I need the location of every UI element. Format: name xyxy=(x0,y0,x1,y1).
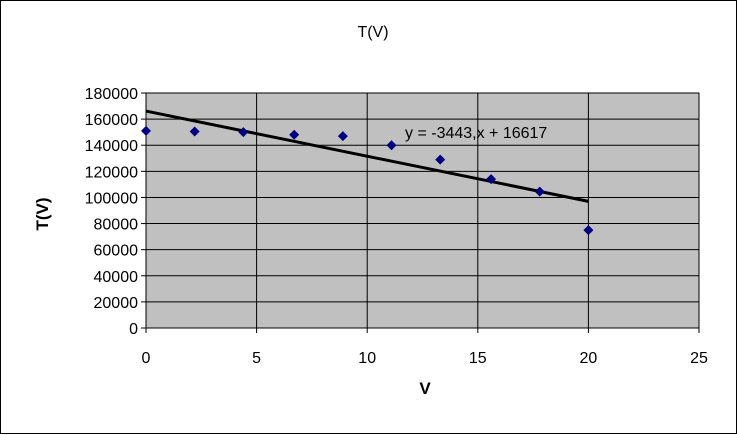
y-tick-labels: 0 20000 40000 60000 80000 100000 120000 140000 1… xyxy=(85,86,138,338)
y-tick-label: 60000 xyxy=(94,243,139,260)
y-tick-label: 100000 xyxy=(85,190,138,207)
data-point xyxy=(238,127,249,138)
data-point xyxy=(386,140,397,151)
y-tick-label: 0 xyxy=(129,321,138,338)
data-point xyxy=(141,125,151,136)
trendline-equation: y = -3443,x + 16617 xyxy=(405,125,547,142)
x-tick-label: 20 xyxy=(580,350,598,367)
chart-title: T(V) xyxy=(357,24,388,41)
y-tick-label: 20000 xyxy=(94,295,139,312)
y-tick-label: 80000 xyxy=(94,217,139,234)
data-point xyxy=(583,225,594,236)
y-tick-label: 120000 xyxy=(85,164,138,181)
x-tick-label: 5 xyxy=(252,350,261,367)
y-tick-label: 160000 xyxy=(85,112,138,129)
y-axis-title: T(V) xyxy=(33,197,52,230)
data-point xyxy=(189,126,200,137)
x-axis-title: V xyxy=(419,379,431,398)
y-tick-label: 140000 xyxy=(85,138,138,155)
data-points xyxy=(141,125,594,236)
x-tick-label: 15 xyxy=(469,350,487,367)
y-tick-label: 180000 xyxy=(85,86,138,103)
plot-area xyxy=(145,92,700,329)
y-tick-label: 40000 xyxy=(94,269,139,286)
data-point xyxy=(289,129,300,140)
x-tick-label: 25 xyxy=(690,350,708,367)
data-point xyxy=(435,154,446,165)
data-point xyxy=(534,186,545,197)
x-tick-labels: 0 5 10 15 20 25 xyxy=(142,350,708,367)
x-tick-label: 0 xyxy=(142,350,151,367)
trendline xyxy=(145,109,589,203)
x-tick-label: 10 xyxy=(358,350,376,367)
data-point xyxy=(486,174,497,185)
data-point xyxy=(337,131,348,142)
